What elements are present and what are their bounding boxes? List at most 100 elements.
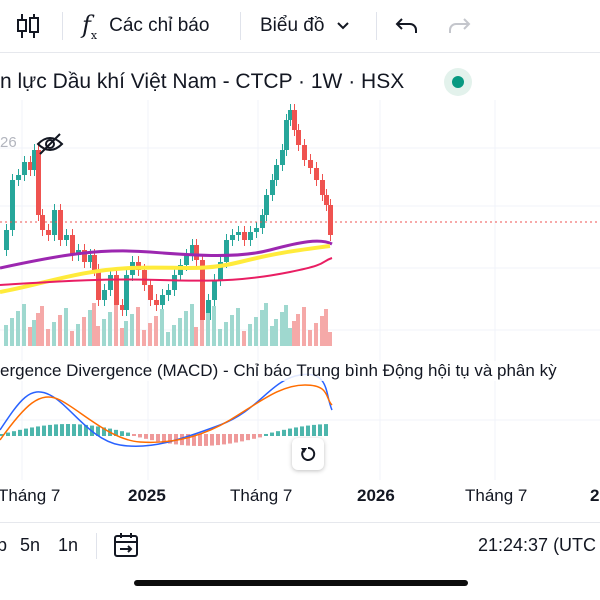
macd-histogram-bar bbox=[78, 424, 82, 436]
volume-bar bbox=[108, 312, 112, 346]
time-tick: Tháng 7 bbox=[0, 486, 61, 505]
volume-bar bbox=[120, 328, 124, 346]
toolbar-divider bbox=[62, 12, 63, 40]
volume-bar bbox=[82, 317, 86, 346]
candle-body bbox=[274, 165, 279, 180]
redo-icon[interactable] bbox=[446, 0, 472, 52]
volume-bar bbox=[212, 306, 216, 346]
fx-icon: fx bbox=[82, 11, 97, 42]
candle-body bbox=[308, 160, 313, 168]
volume-bar bbox=[154, 316, 158, 346]
volume-bar bbox=[224, 322, 228, 346]
price-fragment: 26 bbox=[0, 134, 17, 151]
volume-bar bbox=[292, 321, 296, 346]
volume-bar bbox=[124, 321, 128, 346]
volume-bar bbox=[114, 305, 118, 346]
macd-histogram-bar bbox=[288, 428, 292, 436]
volume-bar bbox=[260, 310, 264, 346]
macd-histogram-bar bbox=[60, 424, 64, 436]
volume-bar bbox=[184, 311, 188, 346]
candle-body bbox=[296, 130, 301, 145]
range-button[interactable]: p bbox=[0, 535, 8, 555]
candle-body bbox=[142, 270, 147, 285]
candle-body bbox=[52, 210, 57, 235]
macd-histogram-bar bbox=[24, 428, 28, 436]
chart-type-button[interactable]: Biểu đồ bbox=[260, 0, 350, 52]
volume-bar bbox=[46, 329, 50, 346]
eye-off-icon[interactable] bbox=[36, 132, 64, 156]
macd-histogram-bar bbox=[30, 427, 34, 436]
range-1y-button[interactable]: 1n bbox=[58, 535, 79, 555]
date-range-icon[interactable] bbox=[112, 531, 140, 559]
volume-bar bbox=[218, 329, 222, 346]
clock-timezone[interactable]: 21:24:37 (UTC bbox=[478, 535, 597, 555]
candle-body bbox=[96, 270, 101, 300]
candle-body bbox=[64, 235, 69, 240]
macd-histogram-bar bbox=[186, 434, 190, 446]
volume-bar bbox=[242, 331, 246, 346]
candle-body bbox=[82, 250, 87, 262]
candle-body bbox=[102, 290, 107, 300]
volume-bar bbox=[284, 305, 288, 346]
toolbar-divider bbox=[240, 12, 241, 40]
macd-histogram-bar bbox=[36, 426, 40, 436]
volume-bar bbox=[16, 311, 20, 346]
signal-line bbox=[0, 384, 333, 444]
candle-body bbox=[88, 255, 93, 262]
candles-icon[interactable] bbox=[14, 0, 42, 52]
symbol-title: n lực Dầu khí Việt Nam - CTCP · 1W · HSX bbox=[0, 70, 405, 93]
volume-bar bbox=[142, 330, 146, 346]
volume-bar bbox=[270, 326, 274, 346]
range-divider bbox=[96, 533, 97, 559]
candle-body bbox=[260, 215, 265, 228]
candle-body bbox=[314, 168, 319, 180]
candle-body bbox=[10, 180, 15, 230]
macd-histogram-bar bbox=[246, 434, 250, 441]
macd-histogram-bar bbox=[84, 424, 88, 436]
candle-body bbox=[46, 230, 51, 235]
macd-histogram-bar bbox=[168, 434, 172, 444]
candle-body bbox=[270, 180, 275, 195]
macd-histogram-bar bbox=[264, 433, 268, 436]
macd-histogram-bar bbox=[312, 424, 316, 436]
macd-histogram-bar bbox=[300, 426, 304, 436]
volume-bar bbox=[52, 322, 56, 346]
volume-bar bbox=[248, 324, 252, 346]
candle-body bbox=[288, 110, 293, 120]
chart-type-label: Biểu đồ bbox=[260, 15, 325, 36]
macd-histogram-bar bbox=[252, 434, 256, 439]
macd-histogram-bar bbox=[318, 424, 322, 436]
volume-bar bbox=[4, 325, 8, 346]
macd-histogram-bar bbox=[132, 434, 136, 437]
volume-bar bbox=[206, 313, 210, 346]
volume-bar bbox=[58, 315, 62, 346]
macd-histogram-bar bbox=[240, 434, 244, 442]
candle-body bbox=[302, 145, 307, 160]
range-bar: p 5n 1n 21:24:37 (UTC bbox=[0, 522, 600, 565]
volume-bar bbox=[28, 327, 32, 346]
macd-histogram-bar bbox=[234, 434, 238, 443]
undo-icon[interactable] bbox=[394, 0, 420, 52]
volume-bar bbox=[102, 319, 106, 346]
volume-bar bbox=[96, 326, 100, 346]
volume-bar bbox=[324, 309, 328, 346]
ma-line bbox=[0, 239, 333, 270]
volume-bar bbox=[328, 332, 332, 346]
price-chart[interactable] bbox=[0, 100, 600, 480]
macd-histogram-bar bbox=[270, 432, 274, 436]
volume-bar bbox=[10, 318, 14, 346]
candle-body bbox=[236, 232, 241, 235]
ma-line bbox=[0, 257, 333, 286]
volume-bar bbox=[200, 320, 204, 346]
macd-histogram-bar bbox=[156, 434, 160, 442]
macd-histogram-bar bbox=[66, 424, 70, 436]
macd-histogram-bar bbox=[258, 434, 262, 438]
chevron-down-icon bbox=[337, 22, 350, 30]
home-indicator bbox=[134, 580, 468, 586]
macd-indicator-label: ergence Divergence (MACD) - Chỉ báo Trun… bbox=[0, 361, 557, 381]
range-5y-button[interactable]: 5n bbox=[20, 535, 41, 555]
volume-bar bbox=[230, 315, 234, 346]
reset-icon[interactable] bbox=[292, 438, 324, 470]
indicators-button[interactable]: fx Các chỉ báo bbox=[82, 0, 209, 52]
toolbar-divider bbox=[376, 12, 377, 40]
